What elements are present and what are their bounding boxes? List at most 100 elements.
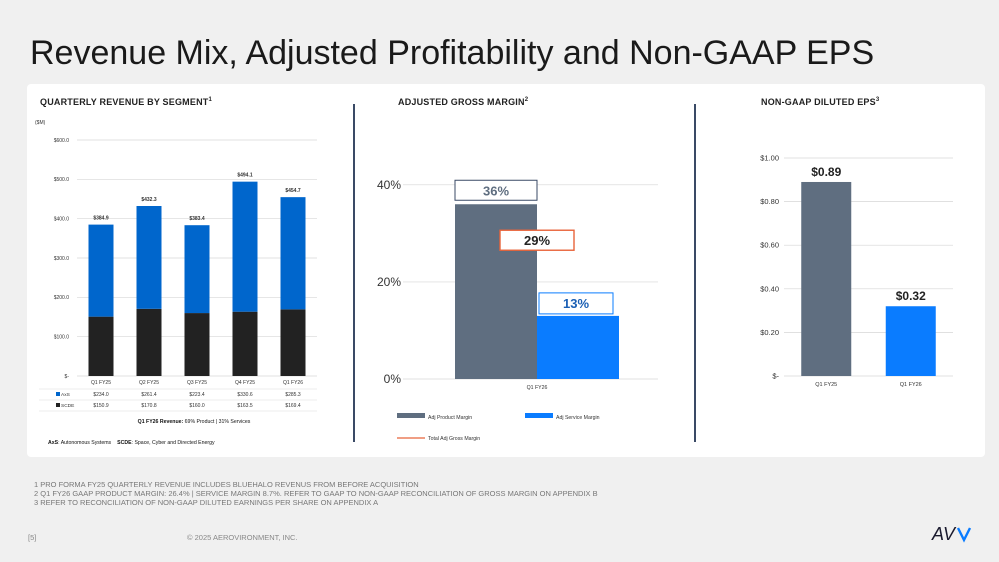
revenue-title-text: QUARTERLY REVENUE BY SEGMENT — [40, 97, 209, 107]
footnote-1: 1 PRO FORMA FY25 QUARTERLY REVENUE INCLU… — [34, 480, 419, 489]
eps-ytick-label: $- — [772, 372, 779, 381]
revenue-category-label: Q2 FY25 — [139, 380, 159, 386]
legend-total-label: Total Adj Gross Margin — [428, 436, 480, 442]
revenue-mix-note-text: 69% Product | 31% Services — [183, 419, 250, 425]
revenue-bar-scde — [184, 313, 210, 376]
revenue-scde-value: $170.8 — [141, 403, 157, 409]
legend-product-swatch — [397, 413, 425, 418]
margin-ytick-label: 40% — [377, 178, 401, 192]
revenue-bar-scde — [136, 308, 162, 376]
copyright: © 2025 AEROVIRONMENT, INC. — [187, 533, 298, 542]
logo-letters: AV — [931, 524, 957, 544]
revenue-scde-value: $163.5 — [237, 403, 253, 409]
total-margin-label-box — [499, 229, 575, 251]
eps-chart: $- $0.20 $0.40 $0.60 $0.80 $1.00 $0.89 Q1 FY25… — [760, 154, 953, 388]
revenue-chart-title: QUARTERLY REVENUE BY SEGMENT1 — [40, 97, 212, 107]
service-margin-label: 13% — [563, 296, 589, 311]
revenue-bar-scde — [280, 309, 306, 376]
revenue-ytick-label: $500.0 — [54, 177, 70, 183]
divider-right — [694, 104, 696, 442]
company-logo: AV — [930, 524, 972, 549]
margin-category-label: Q1 FY26 — [527, 385, 548, 391]
eps-ytick-label: $0.40 — [760, 284, 779, 293]
legend-scde-swatch — [56, 403, 60, 407]
revenue-axs-value: $330.6 — [237, 392, 253, 398]
legend-axs-text: : Autonomous Systems — [58, 440, 111, 446]
legend-service-swatch — [525, 413, 553, 418]
margin-title-sup: 2 — [524, 97, 529, 103]
eps-ytick-label: $0.80 — [760, 197, 779, 206]
legend-axs-abbr: AxS — [48, 440, 59, 446]
revenue-bar-axs — [280, 197, 306, 310]
margin-chart-title: ADJUSTED GROSS MARGIN2 — [398, 97, 528, 107]
margin-title-text: ADJUSTED GROSS MARGIN — [398, 97, 525, 107]
segment-legend-note: AxS: Autonomous Systems SCDE: Space, Cybe… — [48, 440, 215, 446]
footnote-3: 3 REFER TO RECONCILIATION OF NON-GAAP DI… — [34, 497, 379, 507]
eps-chart-title: NON-GAAP DILUTED EPS3 — [761, 97, 879, 107]
margin-ytick-label: 0% — [384, 372, 402, 386]
revenue-category-label: Q1 FY25 — [91, 380, 111, 386]
page-title: Revenue Mix, Adjusted Profitability and … — [30, 34, 875, 72]
revenue-bar-axs — [232, 181, 258, 312]
bar-adj-service-margin — [537, 315, 619, 379]
eps-bar — [885, 306, 936, 376]
revenue-total-label: $383.4 — [189, 216, 205, 222]
revenue-category-label: Q1 FY26 — [283, 380, 303, 386]
eps-value-label: $0.32 — [896, 289, 926, 303]
revenue-title-sup: 1 — [208, 97, 213, 103]
revenue-total-label: $384.9 — [93, 216, 109, 222]
legend-axs-label: AxS — [61, 392, 70, 398]
eps-category-label: Q1 FY26 — [900, 382, 922, 388]
revenue-axs-value: $285.3 — [285, 392, 301, 398]
footnotes: 1 PRO FORMA FY25 QUARTERLY REVENUE INCLU… — [34, 480, 598, 507]
revenue-ytick-label: $200.0 — [54, 295, 70, 301]
revenue-mix-note-bold: Q1 FY26 Revenue: — [138, 419, 184, 425]
revenue-ytick-label: $100.0 — [54, 334, 70, 340]
revenue-axs-value: $223.4 — [189, 392, 205, 398]
logo-swoosh — [956, 527, 972, 543]
eps-ytick-label: $1.00 — [760, 154, 779, 163]
footnote-2: 2 Q1 FY26 GAAP PRODUCT MARGIN: 26.4% | S… — [34, 488, 598, 498]
revenue-ytick-label: $600.0 — [54, 138, 70, 144]
revenue-total-label: $494.1 — [237, 173, 253, 179]
eps-ytick-label: $0.20 — [760, 328, 779, 337]
revenue-bar-axs — [184, 225, 210, 314]
legend-axs-swatch — [56, 392, 60, 396]
legend-scde-text: : Space, Cyber and Directed Energy — [132, 440, 215, 446]
revenue-category-label: Q4 FY25 — [235, 380, 255, 386]
revenue-total-label: $432.3 — [141, 197, 157, 203]
divider-left — [353, 104, 355, 442]
revenue-mix-note: Q1 FY26 Revenue: 69% Product | 31% Servi… — [138, 419, 251, 425]
revenue-unit-label: ($M) — [35, 120, 46, 126]
legend-service-label: Adj Service Margin — [556, 415, 600, 421]
revenue-scde-value: $150.9 — [93, 403, 109, 409]
service-margin-label-box — [538, 292, 614, 315]
revenue-bar-scde — [88, 316, 114, 376]
page-number: [5] — [28, 533, 37, 542]
revenue-axs-value: $261.4 — [141, 392, 157, 398]
eps-title-text: NON-GAAP DILUTED EPS — [761, 97, 876, 107]
product-margin-label-box — [454, 179, 538, 201]
eps-category-label: Q1 FY25 — [815, 382, 837, 388]
legend-scde-abbr: SCDE — [117, 440, 132, 446]
av-logo-icon: AV — [931, 524, 972, 544]
legend-product-label: Adj Product Margin — [428, 415, 472, 421]
revenue-chart: ($M) $- $100.0 $200.0 $300.0 $400.0 $500.0 $60… — [35, 120, 317, 446]
eps-title-sup: 3 — [875, 97, 880, 103]
eps-bar — [801, 181, 852, 376]
revenue-axs-value: $234.0 — [93, 392, 109, 398]
eps-ytick-label: $0.60 — [760, 241, 779, 250]
margin-ytick-label: 20% — [377, 275, 401, 289]
revenue-bar-axs — [136, 206, 162, 309]
revenue-scde-value: $169.4 — [285, 403, 301, 409]
revenue-total-label: $454.7 — [285, 188, 301, 194]
total-margin-label: 29% — [524, 233, 550, 248]
gross-margin-chart: 0% 20% 40% 36% 29% 13% Q1 FY26 Adj Product Ma… — [377, 178, 658, 442]
revenue-bar-axs — [88, 224, 114, 317]
eps-value-label: $0.89 — [811, 165, 841, 179]
revenue-ytick-label: $- — [65, 374, 70, 380]
revenue-scde-value: $160.0 — [189, 403, 205, 409]
revenue-ytick-label: $300.0 — [54, 256, 70, 262]
revenue-category-label: Q3 FY25 — [187, 380, 207, 386]
revenue-bar-scde — [232, 311, 258, 376]
